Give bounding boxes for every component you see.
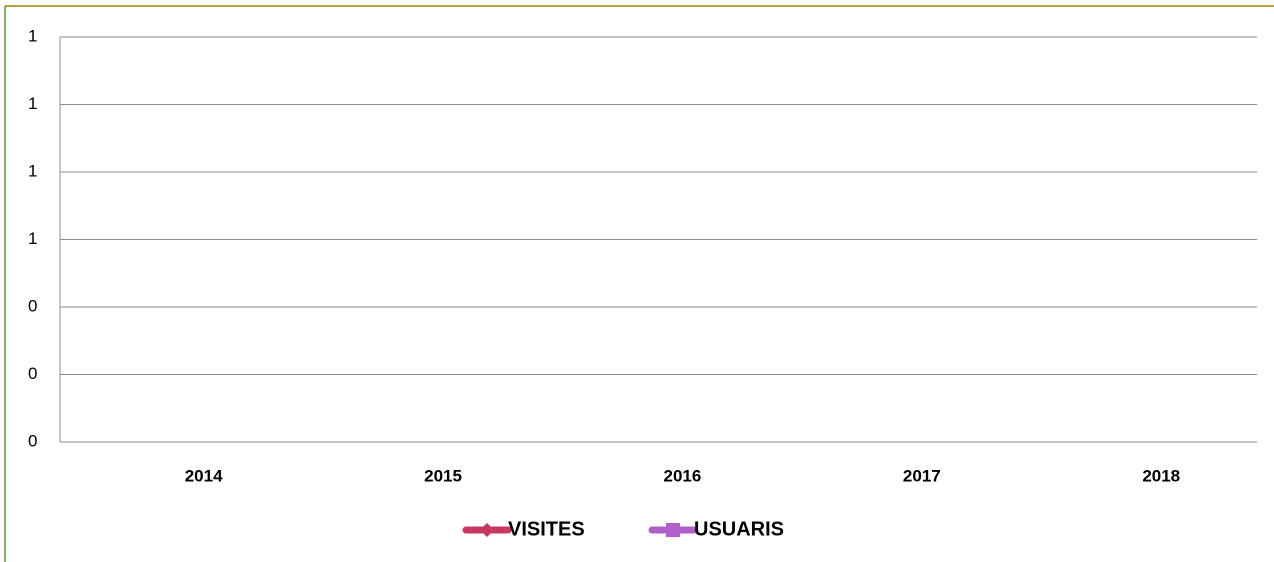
y-tick-label: 1	[28, 94, 37, 113]
y-tick-label: 0	[28, 431, 37, 450]
legend-label: VISITES	[508, 518, 585, 540]
y-tick-label: 1	[28, 26, 37, 45]
x-tick-label: 2018	[1142, 466, 1180, 485]
y-tick-label: 1	[28, 161, 37, 180]
legend-marker	[666, 523, 680, 537]
y-tick-label: 1	[28, 229, 37, 248]
x-tick-label: 2016	[664, 466, 702, 485]
x-tick-label: 2015	[424, 466, 462, 485]
legend-label: USUARIS	[694, 518, 784, 540]
x-tick-label: 2017	[903, 466, 941, 485]
y-tick-label: 0	[28, 296, 37, 315]
legend-marker	[480, 523, 494, 537]
y-tick-label: 0	[28, 364, 37, 383]
x-tick-label: 2014	[185, 466, 223, 485]
